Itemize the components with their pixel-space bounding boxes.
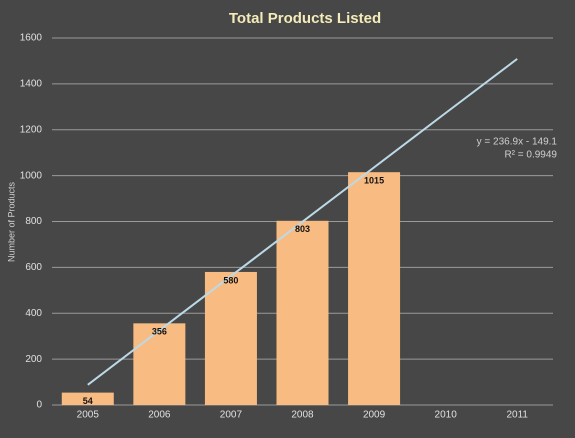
data-label: 54 (83, 396, 93, 406)
data-label: 803 (295, 224, 310, 234)
y-tick-label: 400 (25, 308, 42, 319)
y-tick-label: 1200 (20, 124, 43, 135)
y-tick-label: 200 (25, 354, 42, 365)
x-tick-label: 2005 (77, 410, 100, 421)
data-label: 1015 (364, 176, 384, 186)
x-tick-label: 2009 (363, 410, 386, 421)
annotation: y = 236.9x - 149.1 (477, 137, 558, 148)
bar (61, 392, 114, 405)
bar (276, 220, 329, 405)
y-tick-label: 0 (36, 400, 42, 411)
data-label: 580 (223, 275, 238, 285)
data-label: 356 (152, 327, 167, 337)
x-tick-label: 2010 (435, 410, 458, 421)
y-tick-label: 600 (25, 262, 42, 273)
x-tick-label: 2008 (291, 410, 314, 421)
bar (133, 323, 186, 405)
y-tick-label: 1000 (20, 170, 43, 181)
chart-title: Total Products Listed (229, 10, 381, 27)
x-tick-label: 2006 (148, 410, 171, 421)
x-tick-label: 2011 (506, 410, 528, 421)
y-axis-label: Number of Products (6, 181, 16, 262)
annotation: R² = 0.9949 (504, 150, 557, 161)
bar (204, 271, 257, 405)
trend-line (87, 58, 518, 386)
y-tick-label: 1600 (20, 33, 43, 44)
bar (348, 172, 401, 405)
x-tick-label: 2007 (220, 410, 243, 421)
y-tick-label: 800 (25, 216, 42, 227)
y-tick-label: 1400 (20, 79, 43, 90)
